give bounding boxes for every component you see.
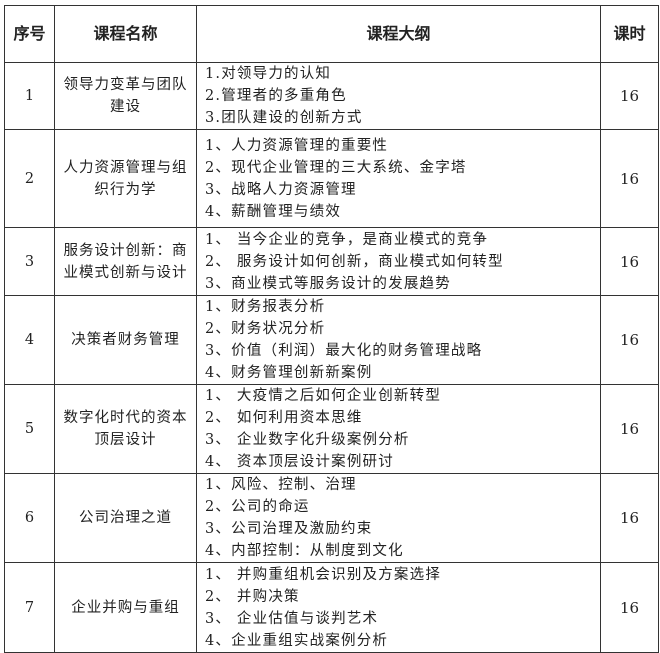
outline-item: 3、商业模式等服务设计的发展趋势 [205, 275, 451, 292]
outline-item: 1、 大疫情之后如何企业创新转型 [205, 388, 442, 404]
outline-item: 2、 如何利用资本思维 [205, 410, 363, 426]
hours: 16 [600, 473, 659, 563]
course-name: 数字化时代的资本顶层设计 [54, 384, 197, 474]
outline-list: 1、财务报表分析 2、财务状况分析 3、价值（利润）最大化的财务管理战略 4、财务管理… [205, 296, 594, 384]
table-row: 6 公司治理之道 1、风险、控制、治理 2、公司的命运 3、公司治理及激励约束 4、内部控… [4, 473, 659, 563]
course-name: 企业并购与重组 [54, 562, 197, 653]
row-no: 2 [4, 129, 55, 228]
header-course-name: 课程名称 [54, 5, 197, 63]
outline-item: 4、财务管理创新新案例 [205, 365, 373, 381]
hours: 16 [600, 62, 659, 130]
course-name: 人力资源管理与组织行为学 [54, 129, 197, 228]
hours: 16 [600, 227, 659, 296]
course-name: 领导力变革与团队建设 [54, 62, 197, 130]
table-row: 2 人力资源管理与组织行为学 1、人力资源管理的重要性 2、现代企业管理的三大系统、金… [4, 129, 659, 228]
outline-item: 3、 企业数字化升级案例分析 [205, 432, 410, 448]
outline-item: 1、 当今企业的竞争，是商业模式的竞争 [205, 231, 489, 248]
outline-item: 1、人力资源管理的重要性 [205, 137, 389, 154]
table-row: 4 决策者财务管理 1、财务报表分析 2、财务状况分析 3、价值（利润）最大化的财务管理… [4, 295, 659, 385]
outline-item: 4、薪酬管理与绩效 [205, 203, 342, 220]
course-name: 决策者财务管理 [54, 295, 197, 385]
outline-item: 1.对领导力的认知 [205, 66, 332, 82]
hours: 16 [600, 562, 659, 653]
header-no: 序号 [4, 5, 55, 63]
header-outline: 课程大纲 [196, 5, 601, 63]
outline-item: 3、战略人力资源管理 [205, 181, 357, 198]
outline-item: 3、价值（利润）最大化的财务管理战略 [205, 343, 483, 359]
outline-list: 1、风险、控制、治理 2、公司的命运 3、公司治理及激励约束 4、内部控制：从制度到文… [205, 474, 594, 562]
outline-list: 1、 当今企业的竞争，是商业模式的竞争 2、 服务设计如何创新，商业模式如何转型 3… [205, 229, 594, 295]
outline-item: 2、 并购决策 [205, 588, 300, 605]
hours: 16 [600, 129, 659, 228]
outline-item: 2.管理者的多重角色 [205, 88, 347, 104]
outline-list: 1.对领导力的认知 2.管理者的多重角色 3.团队建设的创新方式 [205, 63, 594, 129]
table-row: 1 领导力变革与团队建设 1.对领导力的认知 2.管理者的多重角色 3.团队建设的创新方… [4, 62, 659, 130]
outline-item: 2、 服务设计如何创新，商业模式如何转型 [205, 253, 504, 270]
table-row: 3 服务设计创新：商业模式创新与设计 1、 当今企业的竞争，是商业模式的竞争 2、 服… [4, 227, 659, 296]
header-hours: 课时 [600, 5, 659, 63]
outline-item: 4、企业重组实战案例分析 [205, 632, 389, 649]
outline-item: 3.团队建设的创新方式 [205, 110, 363, 126]
outline-item: 4、内部控制：从制度到文化 [205, 543, 404, 559]
table-row: 5 数字化时代的资本顶层设计 1、 大疫情之后如何企业创新转型 2、 如何利用资本思维… [4, 384, 659, 474]
outline-item: 1、风险、控制、治理 [205, 477, 357, 493]
row-no: 5 [4, 384, 55, 474]
header-row: 序号 课程名称 课程大纲 课时 [4, 5, 659, 63]
outline-list: 1、 大疫情之后如何企业创新转型 2、 如何利用资本思维 3、 企业数字化升级案例分… [205, 385, 594, 473]
outline-item: 3、公司治理及激励约束 [205, 521, 373, 537]
row-no: 7 [4, 562, 55, 653]
course-table: 序号 课程名称 课程大纲 课时 1 领导力变革与团队建设 1.对领导力的认知 2.管理… [4, 5, 659, 653]
course-name: 公司治理之道 [54, 473, 197, 563]
row-no: 1 [4, 62, 55, 130]
row-no: 6 [4, 473, 55, 563]
outline-item: 2、财务状况分析 [205, 321, 326, 337]
hours: 16 [600, 384, 659, 474]
hours: 16 [600, 295, 659, 385]
outline-item: 2、公司的命运 [205, 499, 310, 515]
outline-item: 4、 资本顶层设计案例研讨 [205, 454, 394, 470]
outline-item: 2、现代企业管理的三大系统、金字塔 [205, 159, 467, 176]
table-row: 7 企业并购与重组 1、 并购重组机会识别及方案选择 2、 并购决策 3、 企业估值与谈… [4, 562, 659, 653]
course-name: 服务设计创新：商业模式创新与设计 [54, 227, 197, 296]
outline-item: 3、 企业估值与谈判艺术 [205, 610, 379, 627]
outline-list: 1、 并购重组机会识别及方案选择 2、 并购决策 3、 企业估值与谈判艺术 4、企业重… [205, 564, 594, 652]
outline-item: 1、财务报表分析 [205, 299, 326, 315]
row-no: 4 [4, 295, 55, 385]
row-no: 3 [4, 227, 55, 296]
outline-list: 1、人力资源管理的重要性 2、现代企业管理的三大系统、金字塔 3、战略人力资源管理 4… [205, 135, 594, 223]
outline-item: 1、 并购重组机会识别及方案选择 [205, 566, 442, 583]
